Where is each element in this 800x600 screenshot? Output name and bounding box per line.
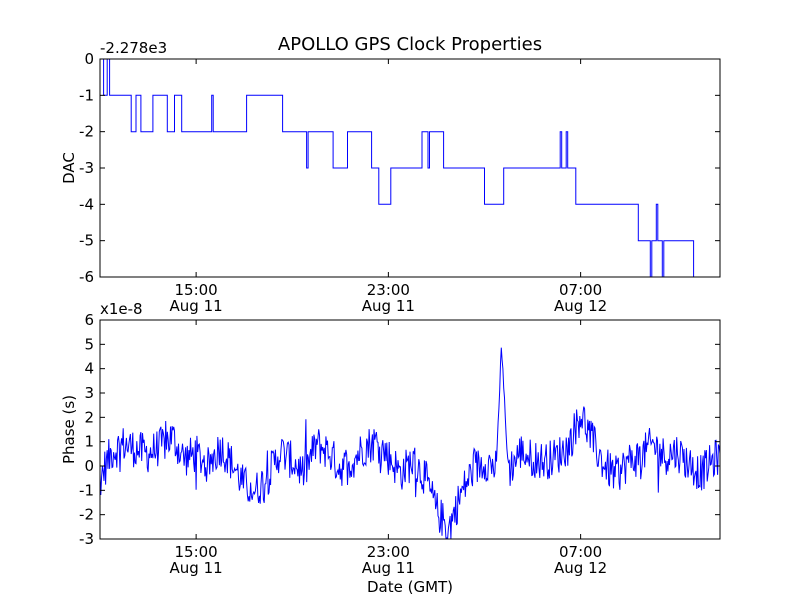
x-tick-label: 15:00 xyxy=(175,543,218,561)
x-tick-label: Aug 11 xyxy=(170,559,223,577)
axes-frame xyxy=(99,319,721,540)
y-tick-label: -2 xyxy=(79,123,94,141)
x-tick-label: 15:00 xyxy=(175,281,218,299)
y-axis-label: DAC xyxy=(60,152,78,184)
x-tick-label: Aug 11 xyxy=(362,559,415,577)
y-tick-label: 0 xyxy=(84,457,94,475)
x-tick-label: 23:00 xyxy=(367,281,410,299)
y-tick-label: 5 xyxy=(84,335,94,353)
x-tick-label: Aug 11 xyxy=(362,297,415,315)
y-tick-label: -4 xyxy=(79,195,94,213)
x-tick-label: 07:00 xyxy=(559,281,602,299)
x-tick-label: Aug 11 xyxy=(170,297,223,315)
x-tick-label: Aug 12 xyxy=(554,297,607,315)
x-tick-label: 07:00 xyxy=(559,543,602,561)
y-tick-label: -3 xyxy=(79,159,94,177)
x-axis-label: Date (GMT) xyxy=(367,578,453,596)
chart-title: APOLLO GPS Clock Properties xyxy=(278,34,542,55)
axis-offset-label: -2.278e3 xyxy=(100,39,167,57)
series-line-phase xyxy=(100,347,720,539)
x-tick-label: Aug 12 xyxy=(554,559,607,577)
y-tick-label: -3 xyxy=(79,530,94,548)
y-tick-label: 4 xyxy=(84,360,94,378)
y-tick-label: 2 xyxy=(84,408,94,426)
x-tick-label: 23:00 xyxy=(367,543,410,561)
y-tick-label: 6 xyxy=(84,311,94,329)
y-tick-label: -1 xyxy=(79,86,94,104)
y-axis-label: Phase (s) xyxy=(60,395,78,464)
y-tick-label: 1 xyxy=(84,433,94,451)
y-tick-label: -2 xyxy=(79,506,94,524)
series-line-dac xyxy=(100,59,720,277)
y-tick-label: 3 xyxy=(84,384,94,402)
y-tick-label: -5 xyxy=(79,232,94,250)
y-tick-label: -1 xyxy=(79,481,94,499)
y-tick-label: 0 xyxy=(84,50,94,68)
y-tick-label: -6 xyxy=(79,268,94,286)
axis-offset-label: x1e-8 xyxy=(100,300,143,318)
